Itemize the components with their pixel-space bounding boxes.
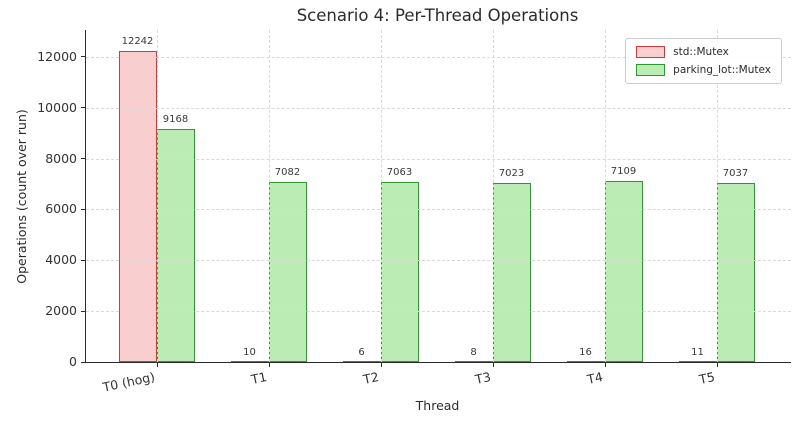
y-tick-label: 4000 — [45, 252, 77, 268]
bar-value-label: 7037 — [722, 168, 749, 180]
y-tick-label: 8000 — [45, 150, 77, 166]
bar-value-label: 11 — [691, 346, 704, 358]
legend-label: std::Mutex — [673, 46, 729, 58]
bar-std-mutex-3 — [454, 361, 493, 362]
y-tick-mark — [81, 310, 86, 312]
bar-std-mutex-4 — [566, 361, 605, 362]
y-tick-label: 2000 — [45, 303, 77, 319]
y-tick-label: 12000 — [37, 48, 77, 64]
bar-value-label: 10 — [243, 346, 256, 358]
bar-value-label: 7063 — [386, 167, 413, 179]
legend-swatch — [636, 64, 666, 76]
bar-parking-lot-2 — [380, 182, 419, 362]
y-tick-label: 6000 — [45, 201, 77, 217]
legend-entry: std::Mutex — [636, 46, 771, 58]
y-tick-mark — [81, 158, 86, 160]
x-tick-mark — [492, 362, 494, 367]
y-tick-label: 0 — [69, 354, 77, 369]
bar-value-label: 6 — [358, 346, 365, 358]
y-tick-mark — [81, 361, 86, 363]
x-tick-mark — [380, 362, 382, 367]
y-tick-mark — [81, 208, 86, 210]
bar-value-label: 7109 — [610, 166, 637, 178]
bar-value-label: 8 — [470, 346, 477, 358]
legend-entry: parking_lot::Mutex — [636, 64, 771, 76]
y-tick-label: 10000 — [37, 99, 77, 115]
chart-title: Scenario 4: Per-Thread Operations — [296, 6, 579, 25]
x-tick-mark — [268, 362, 270, 367]
bar-value-label: 9168 — [162, 113, 189, 125]
y-tick-mark — [81, 259, 86, 261]
bar-std-mutex-0 — [118, 50, 157, 362]
bar-parking-lot-0 — [156, 128, 195, 362]
bar-value-label: 7082 — [274, 166, 301, 178]
y-gridline — [86, 107, 791, 109]
bar-value-label: 16 — [579, 346, 592, 358]
bar-value-label: 12242 — [121, 35, 154, 47]
legend-swatch — [636, 46, 666, 58]
y-tick-mark — [81, 56, 86, 58]
y-tick-mark — [81, 107, 86, 109]
bar-parking-lot-4 — [604, 181, 643, 362]
bar-std-mutex-5 — [678, 361, 717, 362]
bar-parking-lot-5 — [716, 183, 755, 362]
bar-value-label: 7023 — [498, 168, 525, 180]
x-tick-mark — [604, 362, 606, 367]
bar-std-mutex-2 — [342, 361, 381, 362]
x-axis-label: Thread — [415, 398, 460, 413]
bar-parking-lot-3 — [492, 183, 531, 362]
x-tick-mark — [716, 362, 718, 367]
plot-area: Operations (count over run) std::Mutex pa… — [14, 30, 791, 395]
bar-parking-lot-1 — [268, 181, 307, 362]
legend-label: parking_lot::Mutex — [673, 64, 771, 76]
bar-std-mutex-1 — [230, 361, 269, 362]
x-tick-mark — [156, 362, 158, 367]
